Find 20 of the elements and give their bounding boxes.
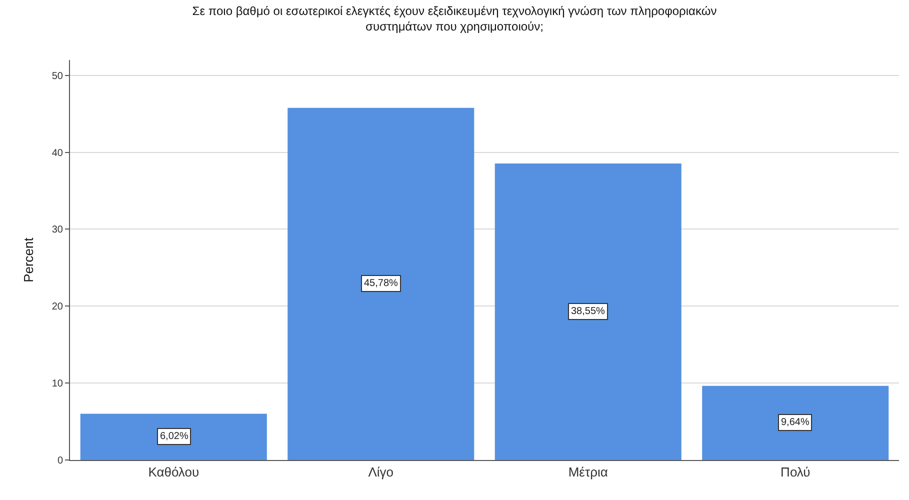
y-tick-label: 20: [52, 302, 64, 313]
bar: [494, 163, 682, 460]
x-tick-label: Πολύ: [780, 464, 810, 480]
y-tick-label: 50: [52, 70, 64, 82]
x-tick-label: Μέτρια: [568, 464, 608, 480]
data-label: 6,02%: [160, 431, 188, 442]
x-tick-label: Λίγο: [368, 464, 394, 480]
bar: [288, 108, 474, 460]
data-label: 9,64%: [781, 417, 810, 428]
bar: [80, 414, 267, 460]
y-tick-label: 0: [57, 456, 64, 466]
bar: [702, 386, 889, 460]
y-tick-label: 10: [52, 378, 64, 390]
x-tick-label: Καθόλου: [148, 464, 200, 480]
y-tick-label: 40: [52, 148, 64, 159]
chart-title: Σε ποιο βαθμό οι εσωτερικοί ελεγκτές έχουν εξειδικευμένη τεχνολογική γνώση των πληροφοριακών συστημάτων που χρησιμοποιούν;: [192, 4, 717, 34]
y-axis-title: Percent: [20, 237, 36, 282]
data-label: 45,78%: [364, 278, 398, 289]
data-label: 38,55%: [571, 306, 606, 317]
y-tick-label: 30: [52, 224, 64, 236]
